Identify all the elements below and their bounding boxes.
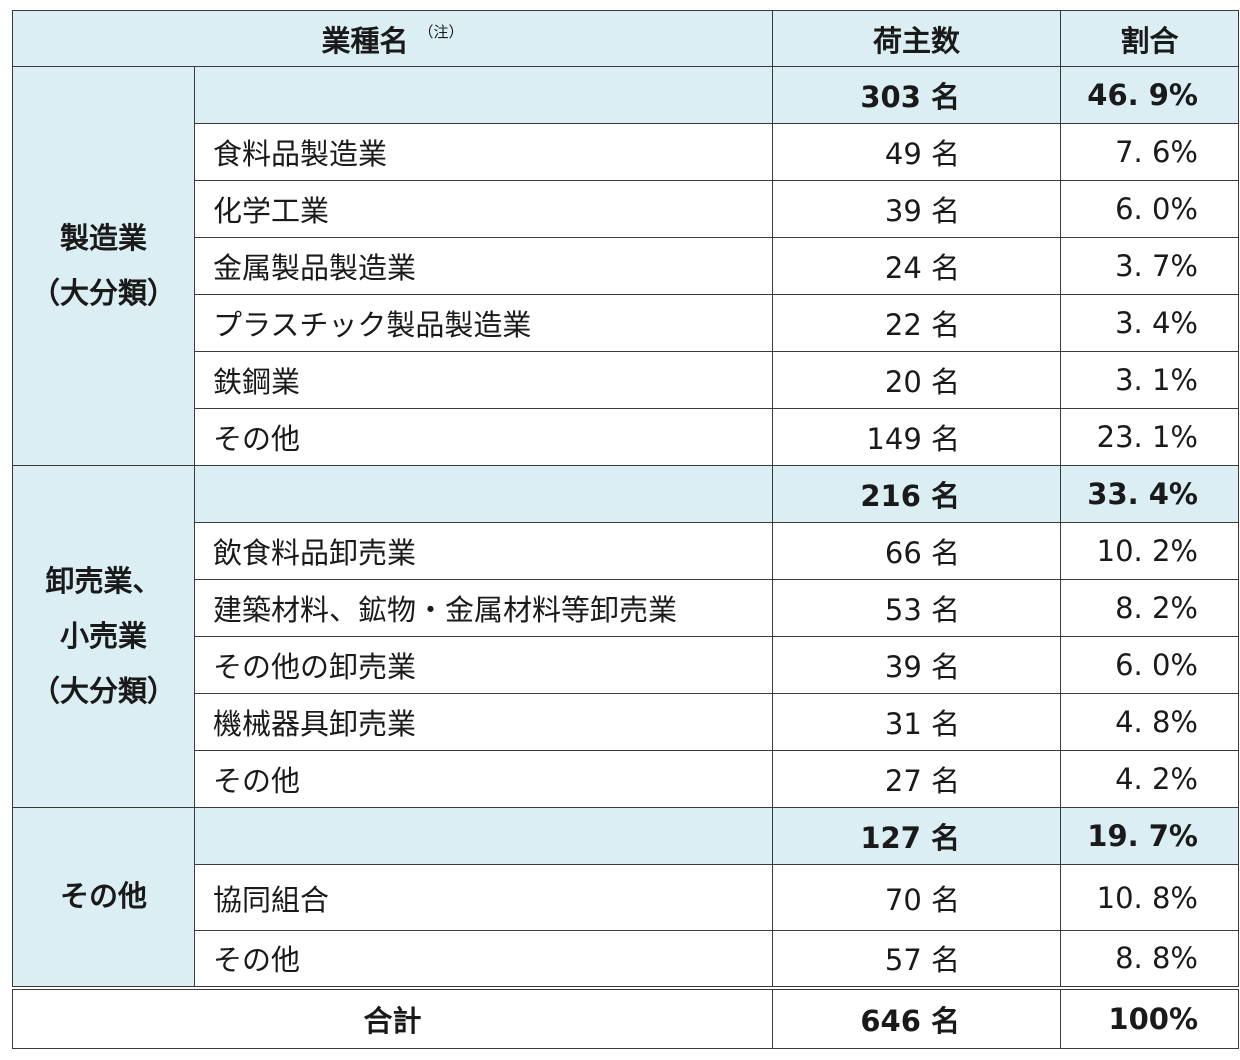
- table-row: 鉄鋼業 20 名 3. 1%: [13, 351, 1239, 409]
- table-row: その他 57 名 8. 8%: [13, 930, 1239, 988]
- category-label: その他: [12, 807, 195, 988]
- total-label: 合計: [12, 987, 773, 1049]
- category-label-line: 小売業: [59, 619, 147, 653]
- shipper-ratio: 3. 1%: [1060, 351, 1239, 409]
- industry-name: プラスチック製品製造業: [194, 294, 773, 352]
- industry-name: その他: [194, 750, 773, 808]
- industry-header: 業種名 （注）: [12, 10, 773, 67]
- shipper-count: 24 名: [772, 237, 1061, 295]
- industry-name: 鉄鋼業: [194, 351, 773, 409]
- shipper-count: 27 名: [772, 750, 1061, 808]
- shipper-ratio: 10. 2%: [1060, 522, 1239, 580]
- subtotal-ratio: 46. 9%: [1060, 66, 1239, 124]
- industry-name: 飲食料品卸売業: [194, 522, 773, 580]
- category-label-line: （大分類）: [30, 674, 176, 708]
- industry-name: 機械器具卸売業: [194, 693, 773, 751]
- shipper-count: 49 名: [772, 123, 1061, 181]
- shipper-ratio: 7. 6%: [1060, 123, 1239, 181]
- table-row: 食料品製造業 49 名 7. 6%: [13, 123, 1239, 181]
- subtotal-blank: [194, 66, 773, 124]
- total-row: 合計 646 名 100%: [12, 987, 1239, 1049]
- subtotal-blank: [194, 465, 773, 523]
- table-row: 機械器具卸売業 31 名 4. 8%: [13, 693, 1239, 751]
- subtotal-count: 303 名: [772, 66, 1061, 124]
- table-row: その他 27 名 4. 2%: [13, 750, 1239, 808]
- subtotal-ratio: 19. 7%: [1060, 807, 1239, 865]
- industry-name: その他: [194, 930, 773, 988]
- industry-name: 協同組合: [194, 864, 773, 931]
- shipper-count: 53 名: [772, 579, 1061, 637]
- shipper-count: 149 名: [772, 408, 1061, 466]
- table-row: プラスチック製品製造業 22 名 3. 4%: [13, 294, 1239, 352]
- subtotal-count: 127 名: [772, 807, 1061, 865]
- category-label-line: 卸売業、: [45, 564, 162, 598]
- table-row: 飲食料品卸売業 66 名 10. 2%: [13, 522, 1239, 580]
- industry-header-label: 業種名: [321, 23, 409, 58]
- table-row: 金属製品製造業 24 名 3. 7%: [13, 237, 1239, 295]
- table-row: 化学工業 39 名 6. 0%: [13, 180, 1239, 238]
- total-ratio: 100%: [1060, 987, 1239, 1049]
- shipper-count: 39 名: [772, 636, 1061, 694]
- industry-name: その他の卸売業: [194, 636, 773, 694]
- note-marker: （注）: [418, 22, 464, 41]
- subtotal-row: 卸売業、 小売業 （大分類） 216 名 33. 4%: [12, 465, 1239, 808]
- table-row: 建築材料、鉱物・金属材料等卸売業 53 名 8. 2%: [13, 579, 1239, 637]
- shipper-ratio: 8. 2%: [1060, 579, 1239, 637]
- count-header: 荷主数: [772, 10, 1061, 67]
- table-row: 協同組合 70 名 10. 8%: [13, 864, 1239, 931]
- subtotal-row: 製造業 （大分類） 303 名 46. 9%: [12, 66, 1239, 466]
- shipper-ratio: 4. 8%: [1060, 693, 1239, 751]
- shipper-ratio: 4. 2%: [1060, 750, 1239, 808]
- shipper-count: 20 名: [772, 351, 1061, 409]
- category-label-line: その他: [59, 879, 147, 914]
- subtotal-count: 216 名: [772, 465, 1061, 523]
- shipper-industry-table: 業種名 （注） 荷主数 割合 製造業 （大分類） 303 名 46. 9% 食料品…: [12, 10, 1239, 1049]
- category-label: 卸売業、 小売業 （大分類）: [12, 465, 195, 808]
- industry-name: その他: [194, 408, 773, 466]
- category-label: 製造業 （大分類）: [12, 66, 195, 466]
- table-header-row: 業種名 （注） 荷主数 割合: [12, 10, 1239, 67]
- industry-name: 金属製品製造業: [194, 237, 773, 295]
- shipper-count: 39 名: [772, 180, 1061, 238]
- subtotal-ratio: 33. 4%: [1060, 465, 1239, 523]
- shipper-ratio: 23. 1%: [1060, 408, 1239, 466]
- category-label-line: 製造業: [59, 221, 147, 255]
- table-row: その他の卸売業 39 名 6. 0%: [13, 636, 1239, 694]
- shipper-ratio: 3. 4%: [1060, 294, 1239, 352]
- industry-name: 化学工業: [194, 180, 773, 238]
- category-label-line: （大分類）: [30, 276, 176, 310]
- shipper-count: 57 名: [772, 930, 1061, 988]
- ratio-header: 割合: [1060, 10, 1239, 67]
- subtotal-row: その他 127 名 19. 7%: [12, 807, 1239, 988]
- shipper-count: 70 名: [772, 864, 1061, 931]
- shipper-count: 31 名: [772, 693, 1061, 751]
- shipper-count: 66 名: [772, 522, 1061, 580]
- shipper-ratio: 8. 8%: [1060, 930, 1239, 988]
- shipper-ratio: 3. 7%: [1060, 237, 1239, 295]
- subtotal-blank: [194, 807, 773, 865]
- table-row: その他 149 名 23. 1%: [13, 408, 1239, 466]
- shipper-ratio: 6. 0%: [1060, 636, 1239, 694]
- industry-name: 建築材料、鉱物・金属材料等卸売業: [194, 579, 773, 637]
- industry-name: 食料品製造業: [194, 123, 773, 181]
- shipper-ratio: 10. 8%: [1060, 864, 1239, 931]
- shipper-ratio: 6. 0%: [1060, 180, 1239, 238]
- shipper-count: 22 名: [772, 294, 1061, 352]
- total-count: 646 名: [772, 987, 1061, 1049]
